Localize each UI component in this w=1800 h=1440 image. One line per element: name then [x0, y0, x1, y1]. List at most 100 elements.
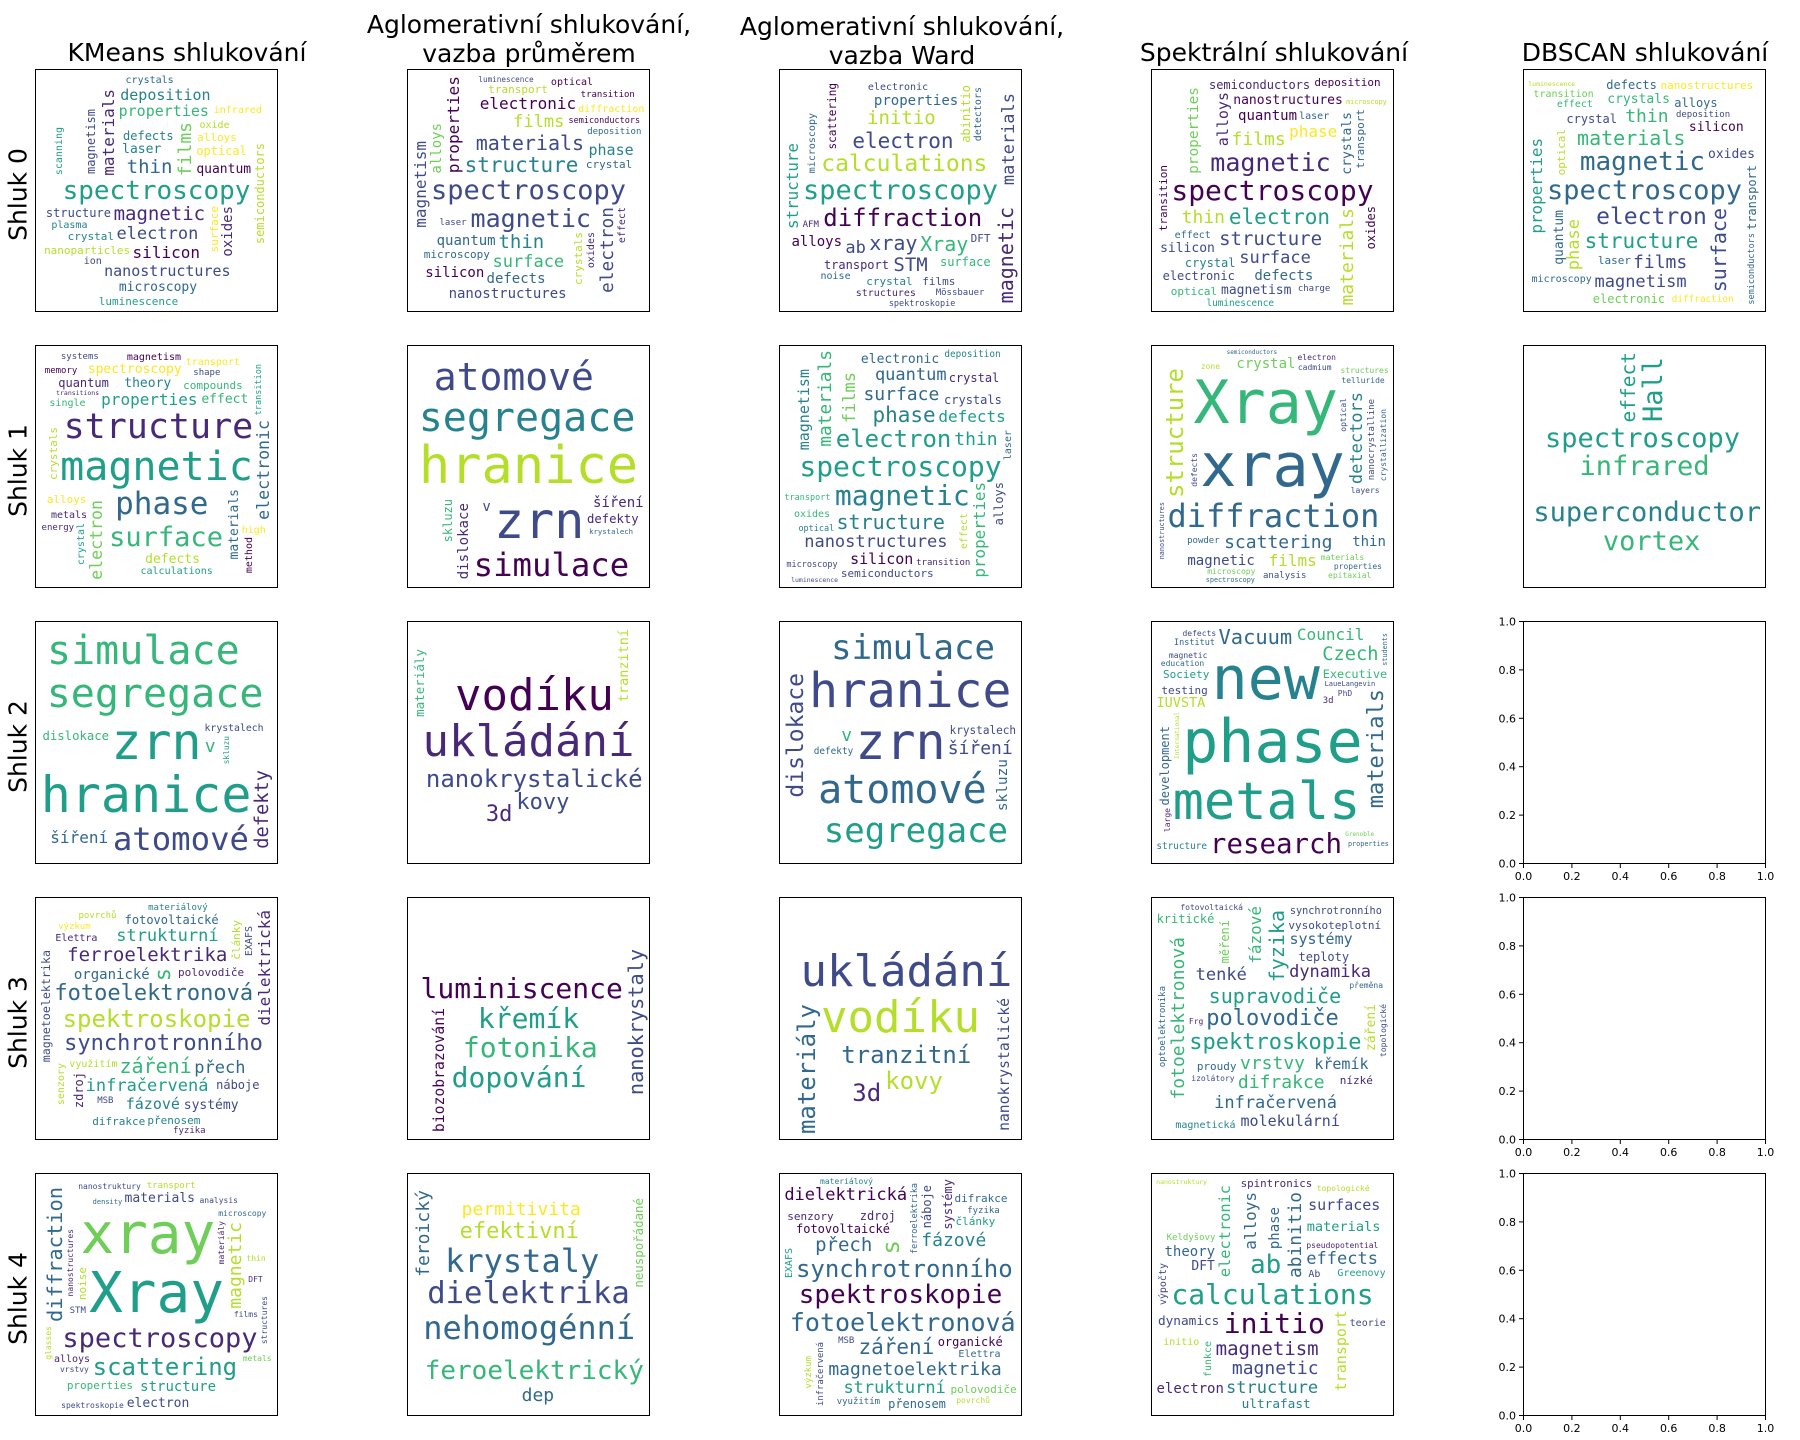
cloud-word: magnetoelektrika — [38, 949, 53, 1063]
cloud-word: luminescence — [791, 576, 839, 585]
cloud-word: oxides — [220, 205, 237, 257]
cloud-word: noise — [76, 1267, 90, 1301]
wordcloud-r1-c1: hranice zrn segregace atomové simulace dislok… — [407, 345, 650, 588]
cloud-word: properties — [118, 101, 209, 120]
cloud-word: effect — [617, 207, 629, 244]
cloud-word: nanoparticles — [44, 243, 131, 257]
cloud-word: simulace — [47, 628, 240, 675]
cloud-word: spectroscopy — [802, 175, 999, 207]
cloud-word: Xray — [89, 1261, 224, 1327]
cloud-word: thin — [1181, 207, 1225, 229]
cloud-word: new — [1211, 643, 1320, 714]
cloud-word: structures — [259, 1296, 269, 1345]
cloud-word: microscopy — [786, 559, 838, 570]
cloud-word: vrstvy — [1240, 1053, 1306, 1075]
cloud-word: alloys — [1213, 92, 1232, 147]
cloud-word: surface — [940, 254, 991, 269]
cloud-word: materiálový — [820, 1177, 873, 1187]
cloud-word: transition — [1533, 88, 1594, 100]
cloud-word: tenké — [1195, 965, 1247, 986]
cloud-word: magnetic — [1168, 650, 1208, 660]
cloud-word: magnetic — [1187, 552, 1255, 569]
cloud-word: STM — [893, 254, 928, 276]
cloud-word: infrared — [1579, 451, 1710, 483]
cloud-word: šíření — [592, 495, 644, 512]
cloud-word: senzory — [787, 1209, 834, 1223]
cloud-word: structure — [45, 206, 111, 221]
cloud-word: nanokrystaly — [623, 949, 648, 1096]
cloud-word: fotoelektronová — [789, 1307, 1016, 1337]
cloud-word: EXAFS — [244, 926, 256, 957]
cloud-word: layers — [1350, 485, 1380, 495]
cloud-word: polovodiče — [177, 965, 245, 979]
cloud-word: Elettra — [958, 1348, 1001, 1360]
x-tick-label: 0.8 — [1708, 870, 1726, 883]
cloud-word: ukládání — [800, 945, 1013, 997]
cloud-word: laser — [439, 218, 467, 229]
wordcloud-r4-c1: dielektrika nehomogénní krystaly neuspořáda… — [407, 1173, 650, 1416]
wordcloud-r1-c4: infrared spectroscopy superconductor Hall vo… — [1523, 345, 1766, 588]
cloud-word: transport — [1354, 108, 1368, 169]
cloud-word: magnetic — [1231, 1357, 1319, 1379]
cloud-word: dielektrická — [255, 909, 275, 1026]
cloud-word: systémy — [940, 1178, 955, 1230]
cloud-word: effect — [201, 392, 249, 408]
cloud-word: electron — [1596, 204, 1707, 231]
cloud-word: feroelektrický — [424, 1355, 644, 1386]
cloud-word: senzory — [55, 1063, 67, 1106]
y-tick-label: 0.2 — [1499, 1361, 1517, 1374]
cloud-word: deposition — [944, 349, 1001, 361]
cloud-word: nehomogénní — [423, 1308, 636, 1347]
cloud-word: optical — [1170, 284, 1218, 298]
cloud-word: fotovoltaické — [796, 1222, 890, 1237]
cloud-word: v — [482, 498, 491, 515]
cloud-word: organické — [937, 1335, 1003, 1350]
y-tick-label: 0.8 — [1499, 940, 1517, 953]
cloud-word: LaueLangevin — [1324, 680, 1376, 689]
cloud-word: laser — [122, 141, 162, 157]
cloud-word: magnetic — [113, 203, 206, 226]
cloud-word: permitivita — [461, 1198, 581, 1220]
cloud-word: spectroscopy — [1171, 173, 1374, 207]
cloud-word: semiconductors — [1747, 233, 1758, 305]
cloud-word: IUVSTA — [1156, 695, 1206, 712]
empty-axes-r4-c4: 0.00.0 0.2 0.2 0.4 0.4 0.6 0.6 0.8 0.8 1.0 1.0 — [1499, 1168, 1775, 1436]
y-tick-label: 1.0 — [1499, 616, 1517, 629]
cloud-word: alloys — [46, 493, 87, 507]
cloud-word: microscopy — [1346, 97, 1387, 106]
cloud-word: electronic — [1162, 268, 1235, 283]
cloud-word: magnetic — [1579, 147, 1706, 178]
cloud-word: fotovoltaická — [1180, 903, 1243, 913]
cloud-word: tranzitní — [616, 628, 633, 703]
cloud-word: proudy — [1196, 1060, 1237, 1074]
cloud-word: 3d — [1322, 695, 1334, 706]
cloud-word: výpočty — [1157, 1262, 1169, 1305]
cloud-word: ferroelektrika — [67, 944, 228, 967]
cloud-word: films — [513, 111, 565, 132]
cloud-word: effect — [1616, 351, 1640, 423]
cloud-word: systems — [60, 351, 99, 362]
cloud-word: ab — [1250, 1250, 1282, 1281]
cloud-word: dep — [521, 1384, 555, 1406]
cloud-word: International — [1173, 712, 1181, 760]
cloud-word: charge — [1297, 284, 1331, 295]
cloud-word: přenosem — [888, 1397, 946, 1412]
wordcloud-r2-c0: zrn hranice segregace simulace atomové defekt… — [35, 621, 278, 864]
cloud-word: crystal — [866, 275, 913, 289]
cloud-word: supravodiče — [1208, 984, 1342, 1009]
cloud-word: fyzika — [173, 1125, 206, 1136]
cloud-word: initio — [1163, 1336, 1200, 1348]
cloud-word: detectors — [1347, 391, 1368, 485]
cloud-word: electron — [852, 128, 954, 153]
cloud-word: electron — [116, 223, 199, 244]
cloud-word: structure — [783, 142, 803, 230]
cloud-word: zrn — [494, 491, 585, 550]
x-tick-label: 0.4 — [1612, 1422, 1630, 1435]
cloud-word: abinitio — [1284, 1191, 1306, 1278]
cloud-word: infračervená — [1214, 1092, 1337, 1113]
cloud-word: systémy — [1289, 930, 1353, 949]
cloud-word: films — [174, 121, 196, 176]
cloud-word: spectroscopy — [1544, 422, 1741, 454]
cloud-word: quantum — [1238, 107, 1298, 124]
cloud-word: magnetism — [126, 351, 182, 363]
